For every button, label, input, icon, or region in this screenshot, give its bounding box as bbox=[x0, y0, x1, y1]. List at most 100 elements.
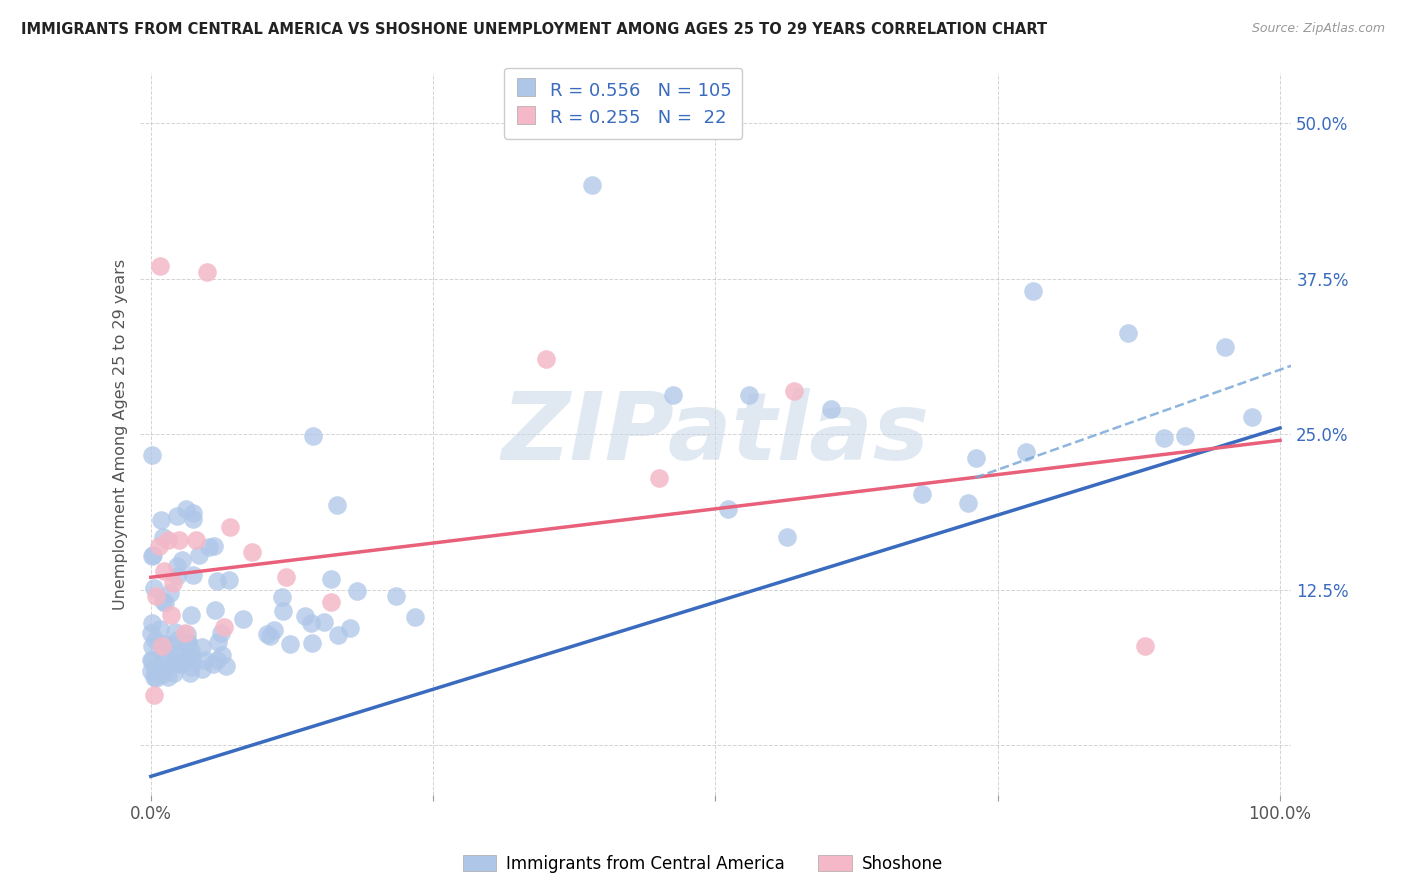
Point bbox=[145, 589, 167, 603]
Legend: Immigrants from Central America, Shoshone: Immigrants from Central America, Shoshon… bbox=[457, 848, 949, 880]
Point bbox=[218, 573, 240, 587]
Point bbox=[312, 615, 335, 629]
Point bbox=[163, 665, 186, 680]
Point bbox=[167, 533, 190, 547]
Point bbox=[1174, 429, 1197, 443]
Point bbox=[156, 533, 179, 547]
Text: IMMIGRANTS FROM CENTRAL AMERICA VS SHOSHONE UNEMPLOYMENT AMONG AGES 25 TO 29 YEA: IMMIGRANTS FROM CENTRAL AMERICA VS SHOSH… bbox=[21, 22, 1047, 37]
Point bbox=[156, 670, 179, 684]
Point bbox=[184, 533, 207, 547]
Point bbox=[162, 576, 184, 591]
Point bbox=[152, 667, 174, 681]
Point bbox=[176, 637, 198, 651]
Point bbox=[173, 626, 195, 640]
Point bbox=[648, 471, 671, 485]
Point bbox=[148, 659, 170, 673]
Point bbox=[1015, 445, 1038, 459]
Point bbox=[170, 657, 193, 672]
Point bbox=[180, 660, 202, 674]
Point bbox=[195, 265, 218, 279]
Point bbox=[1213, 340, 1236, 354]
Point bbox=[141, 626, 163, 640]
Point bbox=[183, 506, 205, 520]
Point bbox=[143, 661, 166, 675]
Point bbox=[717, 502, 740, 516]
Point bbox=[212, 620, 235, 634]
Point bbox=[177, 635, 200, 649]
Point bbox=[152, 530, 174, 544]
Point bbox=[204, 602, 226, 616]
Point bbox=[141, 449, 163, 463]
Point bbox=[278, 636, 301, 650]
Point bbox=[162, 656, 184, 670]
Point bbox=[176, 501, 198, 516]
Point bbox=[1153, 431, 1175, 445]
Point bbox=[662, 387, 685, 401]
Point bbox=[176, 627, 198, 641]
Point bbox=[302, 429, 325, 443]
Point bbox=[911, 486, 934, 500]
Point bbox=[1133, 639, 1156, 653]
Point bbox=[167, 656, 190, 670]
Point bbox=[294, 608, 316, 623]
Point bbox=[534, 352, 557, 367]
Point bbox=[581, 178, 603, 193]
Point bbox=[205, 574, 228, 588]
Point bbox=[165, 647, 187, 661]
Point bbox=[149, 259, 172, 273]
Point bbox=[956, 495, 979, 509]
Point bbox=[181, 651, 204, 665]
Point bbox=[143, 689, 166, 703]
Point bbox=[256, 627, 278, 641]
Point bbox=[152, 640, 174, 654]
Point bbox=[165, 624, 187, 639]
Point bbox=[202, 540, 225, 554]
Point bbox=[166, 569, 188, 583]
Point bbox=[152, 637, 174, 651]
Text: Source: ZipAtlas.com: Source: ZipAtlas.com bbox=[1251, 22, 1385, 36]
Point bbox=[150, 512, 173, 526]
Point bbox=[143, 670, 166, 684]
Point bbox=[141, 615, 163, 630]
Point bbox=[207, 634, 229, 648]
Point bbox=[271, 604, 294, 618]
Point bbox=[143, 633, 166, 648]
Point bbox=[193, 653, 215, 667]
Point bbox=[149, 623, 172, 637]
Point bbox=[232, 612, 254, 626]
Point bbox=[776, 530, 799, 544]
Point bbox=[148, 539, 170, 553]
Point bbox=[326, 498, 349, 512]
Point bbox=[202, 657, 225, 672]
Point bbox=[177, 635, 200, 649]
Point bbox=[159, 639, 181, 653]
Point bbox=[299, 615, 322, 630]
Point bbox=[191, 662, 214, 676]
Point bbox=[142, 582, 165, 596]
Point bbox=[141, 640, 163, 654]
Point bbox=[181, 568, 204, 582]
Point bbox=[141, 549, 163, 563]
Point bbox=[197, 540, 219, 554]
Point bbox=[738, 388, 761, 402]
Point bbox=[346, 584, 368, 599]
Point bbox=[242, 545, 264, 559]
Point bbox=[166, 508, 188, 523]
Point bbox=[166, 558, 188, 573]
Text: ZIPatlas: ZIPatlas bbox=[502, 388, 929, 480]
Point bbox=[339, 621, 361, 635]
Point bbox=[301, 636, 323, 650]
Point bbox=[965, 450, 987, 465]
Point bbox=[150, 639, 173, 653]
Point bbox=[404, 610, 426, 624]
Point bbox=[153, 564, 176, 578]
Point bbox=[139, 653, 162, 667]
Point bbox=[166, 633, 188, 648]
Point bbox=[321, 595, 343, 609]
Point bbox=[139, 665, 162, 679]
Point bbox=[155, 597, 177, 611]
Point bbox=[211, 648, 233, 662]
Point bbox=[170, 553, 193, 567]
Point bbox=[180, 607, 202, 622]
Point bbox=[209, 625, 232, 640]
